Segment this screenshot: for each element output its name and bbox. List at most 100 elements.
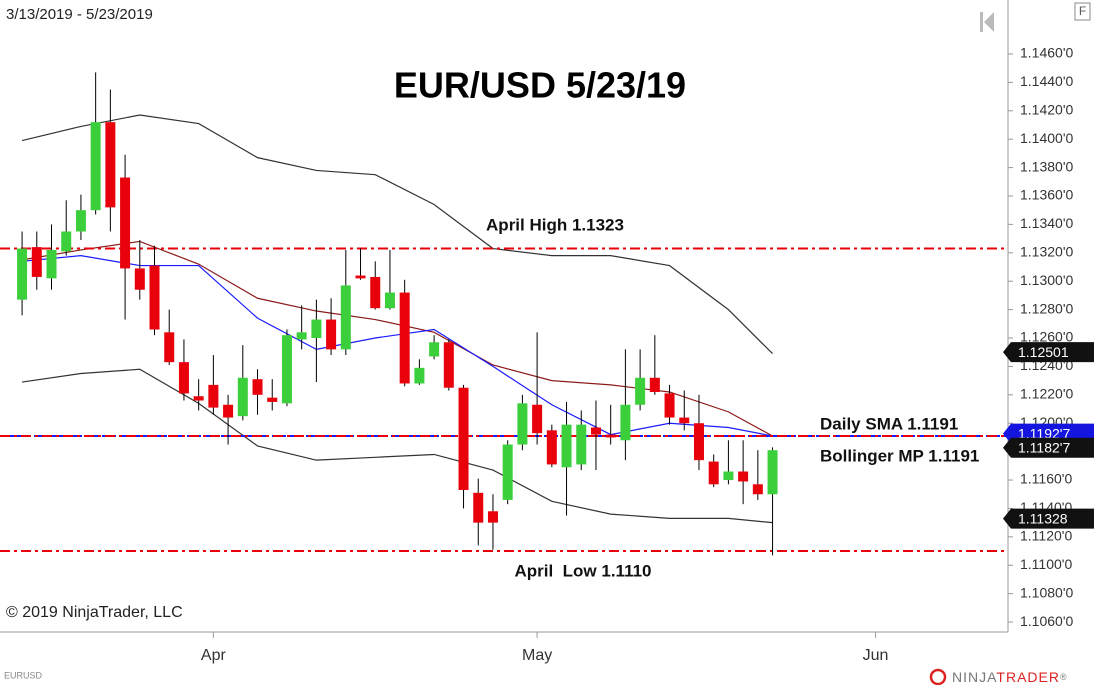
candle-body — [708, 461, 719, 485]
candle-body — [767, 450, 778, 495]
y-tick-label: 1.1260'0 — [1020, 329, 1073, 345]
candle-body — [105, 122, 116, 208]
candle-body — [414, 367, 425, 384]
candle-body — [693, 423, 704, 461]
symbol-label: EURUSD — [4, 670, 43, 680]
chart-title: EUR/USD 5/23/19 — [394, 65, 686, 106]
candle-body — [635, 377, 646, 405]
candle-body — [561, 424, 572, 468]
candle-body — [429, 342, 440, 357]
icon-bar — [980, 12, 983, 32]
candle-body — [458, 387, 469, 490]
y-tick-label: 1.1280'0 — [1020, 300, 1073, 316]
candle-body — [340, 285, 351, 350]
y-tick-label: 1.1440'0 — [1020, 73, 1073, 89]
plot-area — [0, 72, 1008, 556]
button-label[interactable]: F — [1079, 4, 1086, 18]
candle-body — [738, 471, 749, 482]
candle-body — [296, 332, 307, 340]
candle-body — [193, 396, 204, 401]
x-tick-label: Jun — [863, 647, 889, 664]
logo-part: NINJA — [952, 669, 997, 685]
price-marker — [1003, 437, 1094, 458]
candle-body — [355, 275, 366, 279]
candle-body — [120, 177, 131, 269]
candle-body — [46, 249, 57, 279]
candle-body — [576, 424, 587, 465]
logo-part: ® — [1060, 672, 1068, 682]
candle-body — [326, 319, 337, 350]
y-tick-label: 1.1400'0 — [1020, 130, 1073, 146]
y-tick-label: 1.1460'0 — [1020, 45, 1073, 61]
candle-body — [546, 430, 557, 465]
candle-body — [620, 404, 631, 441]
price-marker — [1003, 342, 1094, 363]
candle-body — [649, 377, 660, 392]
candle-body — [752, 484, 763, 495]
y-tick-label: 1.1340'0 — [1020, 215, 1073, 231]
logo: NINJATRADER® — [952, 669, 1068, 685]
candle-body — [502, 444, 513, 500]
price-marker-label: 1.11328 — [1018, 510, 1068, 526]
candle-body — [17, 248, 28, 300]
candle-body — [679, 417, 690, 424]
annotation: April High 1.1323 — [486, 215, 624, 234]
button-box[interactable] — [1074, 2, 1091, 21]
candle-body — [252, 379, 263, 395]
candle-body — [473, 492, 484, 523]
collapse-icon[interactable] — [980, 12, 994, 32]
candle-body — [149, 265, 160, 330]
candle-body — [237, 377, 248, 417]
candle-body — [134, 268, 145, 290]
candle-body — [61, 231, 72, 252]
y-tick-label: 1.1380'0 — [1020, 158, 1073, 174]
indicator-line — [21, 368, 773, 524]
y-tick-label: 1.1300'0 — [1020, 272, 1073, 288]
candle-body — [532, 404, 543, 434]
candle-body — [90, 122, 101, 211]
date-range: 3/13/2019 - 5/23/2019 — [6, 6, 153, 23]
price-marker-label: 1.12501 — [1018, 344, 1069, 360]
x-tick-label: Apr — [201, 647, 227, 664]
y-tick-label: 1.1220'0 — [1020, 386, 1073, 402]
candle-body — [487, 511, 498, 523]
candle-body — [31, 247, 42, 277]
candle-body — [664, 393, 675, 418]
price-marker-label: 1.1192'7 — [1018, 425, 1070, 441]
candle-body — [178, 362, 189, 394]
logo-icon — [929, 668, 947, 685]
candle-body — [281, 335, 292, 404]
candle-body — [208, 384, 219, 408]
candle-body — [605, 434, 616, 438]
candle-body — [517, 403, 528, 445]
candle-body — [75, 210, 86, 232]
candle-body — [590, 427, 601, 435]
copyright: © 2019 NinjaTrader, LLC — [6, 604, 183, 621]
candle-body — [443, 342, 454, 388]
logo-part: TRADER — [996, 669, 1060, 685]
y-tick-label: 1.1120'0 — [1020, 528, 1072, 544]
candle-body — [223, 404, 234, 418]
candle-body — [384, 292, 395, 309]
icon-arrow — [984, 12, 994, 32]
indicator-line — [21, 114, 773, 355]
y-tick-label: 1.1080'0 — [1020, 584, 1073, 600]
candle-body — [723, 471, 734, 481]
y-tick-label: 1.1320'0 — [1020, 244, 1073, 260]
y-tick-label: 1.1360'0 — [1020, 187, 1073, 203]
annotation: Daily SMA 1.1191 — [820, 414, 958, 433]
candle-body — [311, 319, 322, 339]
y-tick-label: 1.1060'0 — [1020, 613, 1073, 629]
candle-body — [164, 332, 175, 363]
price-marker-label: 1.1182'7 — [1018, 439, 1070, 455]
y-tick-label: 1.1420'0 — [1020, 101, 1073, 117]
y-tick-label: 1.1160'0 — [1020, 471, 1072, 487]
y-tick-label: 1.1100'0 — [1020, 556, 1072, 572]
annotation: Bollinger MP 1.1191 — [820, 446, 979, 465]
candle-body — [370, 276, 381, 309]
price-marker — [1003, 508, 1094, 529]
annotation: April Low 1.1110 — [514, 561, 651, 580]
candle-body — [267, 397, 278, 402]
